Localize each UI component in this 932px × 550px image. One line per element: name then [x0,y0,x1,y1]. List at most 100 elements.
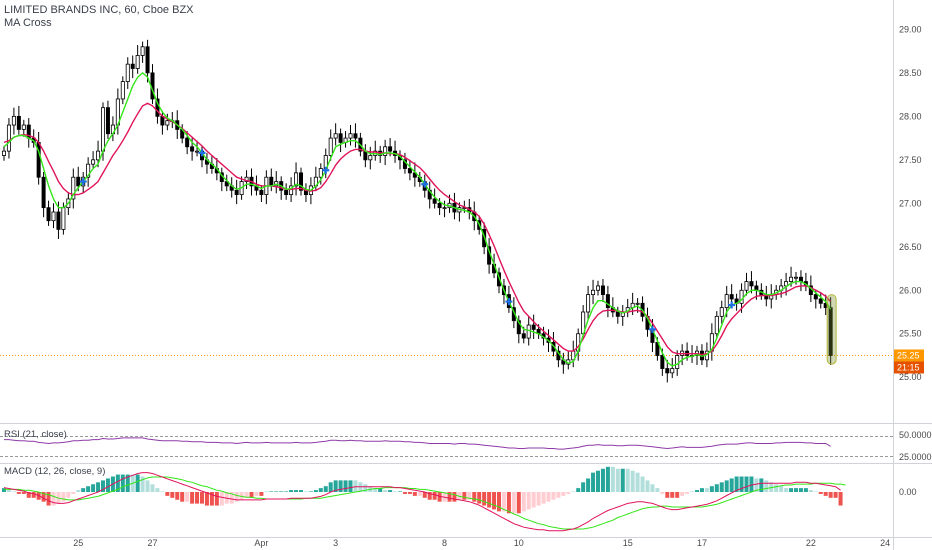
time-tick-label: 27 [147,538,157,548]
macd-histogram-bar [204,492,209,506]
candle-body [195,150,200,153]
price-tick-label: 25.50 [899,329,922,339]
macd-histogram-bar [492,492,497,510]
candle-body [368,155,373,161]
macd-histogram-bar [566,492,571,494]
candle-body [665,368,670,374]
macd-histogram-bar [41,492,46,502]
candle-body [407,168,412,174]
macd-histogram-bar [51,492,56,506]
macd-histogram-bar [704,488,709,492]
ma-cross-marker [198,149,206,157]
macd-histogram-bar [803,488,808,492]
macd-histogram-bar [838,492,843,506]
macd-histogram-bar [200,492,204,504]
macd-histogram-bar [219,492,224,506]
macd-histogram-bar [46,492,51,506]
candle-body [294,172,299,187]
candle-body [16,115,21,130]
countdown-label: 21:15 [897,362,920,372]
macd-histogram-bar [274,491,279,492]
candle-body [442,207,447,210]
macd-histogram-bar [427,492,432,500]
macd-histogram-bar [719,482,724,492]
macd-line [3,472,841,532]
macd-histogram-bar [670,492,675,498]
macd-legend: MACD (12, 26, close, 9) [4,466,106,477]
macd-histogram-bar [764,480,769,492]
candle-body [586,294,591,313]
macd-histogram-bar [254,492,259,496]
macd-histogram-bar [96,482,101,492]
candle-body [794,276,799,279]
macd-histogram-bar [655,488,660,492]
macd-histogram-bar [551,492,556,500]
candle-body [432,198,437,204]
candle-body [719,307,724,317]
macd-histogram-bar [615,468,620,492]
macd-histogram-bar [21,492,26,494]
macd-histogram-bar [586,478,591,492]
macd-histogram-bar [477,492,482,504]
macd-histogram-bar [699,488,704,492]
candle-body [140,46,145,56]
macd-histogram-bar [81,488,86,492]
macd-signal-line [4,476,846,530]
macd-histogram-bar [754,478,759,492]
candle-body [135,55,140,69]
macd-histogram-bar [373,488,378,492]
candle-body [600,285,605,296]
candle-body [284,189,289,196]
macd-histogram-bar [71,492,76,494]
candle-body [101,107,106,152]
rsi-tick-label: 25.0000 [899,452,932,462]
macd-histogram-bar [249,492,254,498]
macd-histogram-bar [333,480,338,492]
ma-cross-marker [728,301,736,309]
macd-histogram-bar [140,476,145,492]
rsi-line [4,437,831,450]
macd-histogram-bar [155,488,160,492]
candle-body [165,120,170,126]
macd-histogram-bar [175,492,180,500]
macd-histogram-bar [190,492,195,504]
macd-histogram-bar [383,490,388,492]
macd-histogram-bar [591,472,596,492]
candle-body [496,272,501,287]
macd-histogram-bar [185,492,190,502]
candle-body [91,159,96,165]
macd-histogram-bar [828,492,833,498]
candle-body [596,285,601,291]
ma-cross-marker [322,166,330,174]
macd-histogram-bar [576,488,581,492]
macd-histogram-bar [328,482,333,492]
candle-body [244,176,249,182]
time-tick-label: 10 [514,538,524,548]
macd-histogram-bar [378,488,383,492]
candle-body [828,307,833,356]
candle-body [46,207,51,222]
macd-histogram-bar [125,474,130,492]
macd-histogram-bar [680,492,685,496]
macd-histogram-bar [294,490,299,492]
macd-histogram-bar [833,492,838,498]
macd-histogram-bar [402,492,407,494]
macd-histogram-bar [308,491,313,492]
time-tick-label: 17 [697,538,707,548]
macd-histogram-bar [724,480,729,492]
macd-histogram-bar [482,492,487,506]
macd-histogram-bar [209,492,214,506]
macd-histogram-bar [516,492,521,514]
candle-body [11,115,16,126]
candle-body [190,146,195,152]
macd-histogram-bar [620,468,625,492]
candle-body [234,189,239,196]
macd-histogram-bar [546,492,551,502]
candle-body [21,124,26,130]
macd-histogram-bar [234,492,239,502]
candle-body [6,124,11,152]
macd-histogram-bar [115,474,120,492]
candle-body [130,63,135,69]
macd-histogram-bar [135,474,140,492]
